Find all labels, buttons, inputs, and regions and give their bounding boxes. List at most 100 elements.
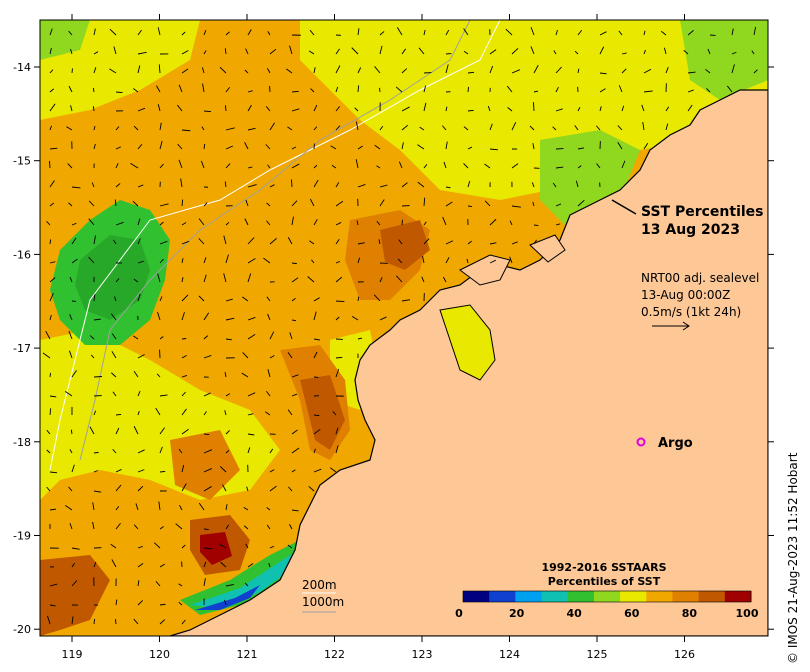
current-arrow [69,276,73,283]
lon-tick-label: 125 [587,648,608,661]
current-arrow [398,239,403,245]
current-arrow [533,90,539,93]
current-arrow [201,67,205,74]
current-arrow [49,395,57,398]
current-arrow [132,200,139,207]
current-arrow [137,184,144,188]
nearshore-green-band [180,540,305,615]
current-arrow [621,160,626,169]
current-arrow [599,72,607,75]
contour-1000m [79,20,471,461]
map-title-line1: SST Percentiles [641,204,764,220]
current-arrow [355,159,359,169]
current-arrow [130,162,139,169]
current-arrow [137,449,145,454]
current-arrow [267,313,271,321]
current-arrow [687,30,694,36]
current-arrow [93,490,102,493]
current-arrow [155,580,161,587]
current-arrow [335,276,343,283]
current-arrow [291,200,298,207]
current-arrow [643,68,652,74]
current-arrow [69,314,73,321]
current-arrow [225,524,230,530]
colorbar-title-line1: 1992-2016 SSTAARS [541,561,666,574]
lon-tick-label: 124 [499,648,520,661]
current-arrow [269,469,275,473]
current-arrow [203,335,209,340]
current-arrow [135,503,139,511]
current-arrow [577,68,580,74]
current-arrow [68,486,73,492]
current-arrow [90,354,95,359]
current-arrow [308,485,315,492]
current-arrow [46,221,51,226]
red-orange-band [300,375,345,450]
current-arrow [137,238,141,245]
current-arrow [286,68,293,74]
current-arrow [181,68,189,74]
current-arrow [643,30,646,36]
current-arrow [618,85,623,93]
current-arrow [291,429,298,435]
current-arrow [313,414,320,417]
colorbar-segment [463,591,490,602]
current-arrow [91,182,95,188]
current-arrow [335,445,339,454]
current-arrow [533,224,539,226]
current-arrow [577,199,585,207]
current-arrow [418,47,425,55]
current-arrow [71,616,74,625]
coastal-island-2 [529,234,566,263]
current-arrow [133,278,139,283]
current-arrow [397,258,403,264]
current-arrow [266,524,271,530]
current-arrow [467,109,474,112]
current-arrow [153,542,161,549]
current-arrow [247,237,255,245]
current-arrow [707,48,711,55]
current-arrow [93,294,96,302]
current-arrow [203,355,212,359]
current-arrow [287,409,293,416]
current-arrow [247,333,256,340]
current-arrow [617,125,623,131]
current-arrow [159,203,169,207]
current-arrow [313,164,318,169]
current-arrow [267,164,271,169]
current-arrow [245,48,249,55]
current-arrow [332,411,337,416]
current-arrow [49,180,55,188]
current-arrow [617,141,623,150]
current-arrow [219,466,227,473]
current-arrow [555,86,559,93]
current-arrow [731,28,734,36]
current-arrow [225,317,235,321]
current-arrow [181,129,191,132]
current-arrow [467,146,473,150]
current-arrow [88,256,95,264]
current-arrow [225,31,230,36]
current-arrow [247,90,253,93]
current-arrow [67,163,73,169]
current-arrow [401,142,404,150]
current-arrow [291,216,294,226]
current-arrow [421,276,425,283]
current-arrow [533,102,535,112]
current-arrow [373,294,381,302]
current-arrow [555,166,564,169]
current-arrow [159,563,165,568]
current-arrow [511,47,519,55]
current-arrow [313,104,318,112]
current-arrow [291,297,296,302]
current-arrow [269,448,274,454]
current-arrow [49,261,56,264]
current-arrow [93,143,96,150]
current-arrow [198,295,205,302]
current-arrow [335,316,340,321]
current-arrow [137,485,144,492]
current-arrow [203,561,207,568]
current-arrow [618,30,623,36]
current-arrow [133,618,139,625]
current-arrow [731,51,737,55]
